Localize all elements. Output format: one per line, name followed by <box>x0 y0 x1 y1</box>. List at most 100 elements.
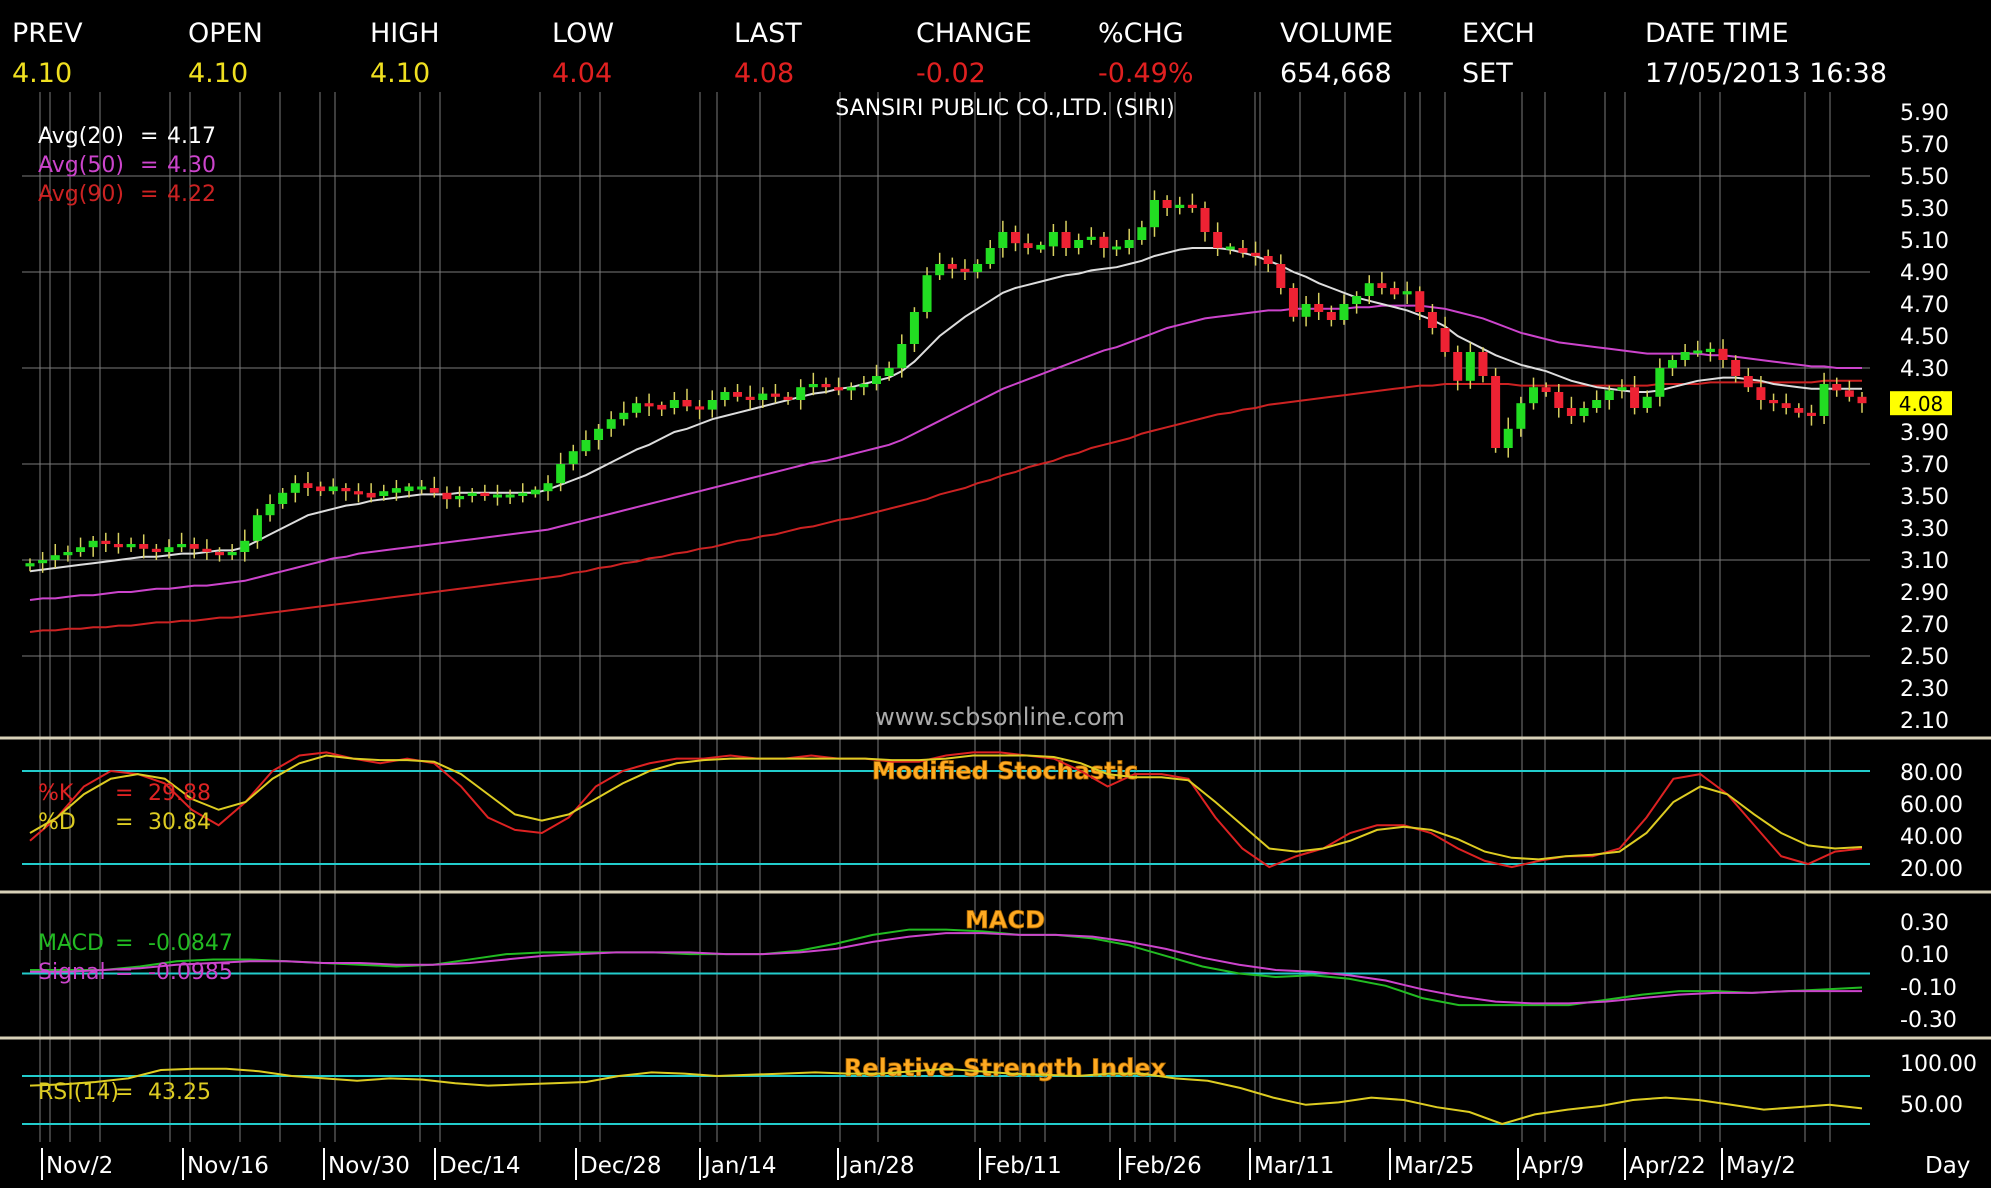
price-y-tick: 3.30 <box>1900 517 1949 542</box>
candle-down <box>947 264 957 269</box>
header-value-prev: 4.10 <box>12 58 73 89</box>
legend-eq: = <box>140 153 158 178</box>
candle-up <box>417 486 427 490</box>
price-chart-title: SANSIRI PUBLIC CO.,LTD. (SIRI) <box>835 96 1174 121</box>
candle-up <box>1124 240 1134 248</box>
x-tick-label: Mar/11 <box>1254 1153 1334 1179</box>
candle-up <box>1503 428 1513 448</box>
candle-up <box>619 412 629 420</box>
legend-label: Avg(50) <box>38 153 124 178</box>
candle-up <box>1655 368 1665 397</box>
indicator-y-tick: -0.10 <box>1900 976 1957 1001</box>
candle-down <box>1213 232 1223 248</box>
candle-up <box>290 483 300 493</box>
legend-value: 29.88 <box>148 781 211 806</box>
candle-down <box>1806 412 1816 416</box>
candle-up <box>1705 348 1715 352</box>
candle-up <box>1680 352 1690 360</box>
candle-down <box>1718 348 1728 360</box>
x-tick-label: Dec/14 <box>439 1153 521 1179</box>
x-tick-label: Nov/16 <box>187 1153 269 1179</box>
candle-down <box>303 483 313 488</box>
x-tick-label: Nov/2 <box>46 1153 113 1179</box>
candle-up <box>707 400 717 410</box>
candle-up <box>252 515 262 541</box>
x-tick-label: Feb/26 <box>1124 1153 1202 1179</box>
x-tick-label: Jan/28 <box>840 1153 914 1179</box>
candle-down <box>1844 390 1854 397</box>
candle-down <box>682 400 692 407</box>
legend-value: 4.22 <box>167 182 216 207</box>
candle-down <box>189 544 199 549</box>
candle-up <box>872 376 882 384</box>
candle-down <box>215 552 225 556</box>
candle-up <box>177 544 187 548</box>
last-price-badge <box>1890 391 1952 416</box>
candle-up <box>1529 387 1539 404</box>
header-label-open: OPEN <box>188 18 263 49</box>
indicator-y-tick: 50.00 <box>1900 1093 1963 1118</box>
candle-up <box>1339 304 1349 320</box>
candle-up <box>568 451 578 464</box>
candle-up <box>935 264 945 276</box>
x-tick-label: Nov/30 <box>328 1153 410 1179</box>
candle-up <box>909 312 919 344</box>
candle-up <box>796 387 806 400</box>
series-line-signal <box>30 932 1862 1005</box>
price-y-tick: 5.30 <box>1900 197 1949 222</box>
candle-up <box>63 552 73 556</box>
x-tick-label: May/2 <box>1726 1153 1796 1179</box>
candle-up <box>1137 227 1147 240</box>
price-y-tick: 4.30 <box>1900 357 1949 382</box>
x-tick-label: Jan/14 <box>702 1153 776 1179</box>
x-tick-label: Mar/25 <box>1394 1153 1474 1179</box>
candle-down <box>202 548 212 552</box>
candle-down <box>139 544 149 549</box>
candle-up <box>543 483 553 492</box>
price-y-tick: 2.30 <box>1900 677 1949 702</box>
candle-up <box>1667 360 1677 368</box>
candle-up <box>505 494 515 498</box>
indicator-y-tick: 40.00 <box>1900 825 1963 850</box>
header-label-volume: VOLUME <box>1280 18 1394 49</box>
candle-down <box>1630 387 1640 408</box>
candle-up <box>758 393 768 400</box>
candle-down <box>1162 200 1172 208</box>
candle-up <box>76 547 86 552</box>
indicator-y-tick: 60.00 <box>1900 793 1963 818</box>
candle-up <box>1225 246 1235 250</box>
candle-up <box>1301 304 1311 317</box>
candle-down <box>316 486 326 492</box>
candle-up <box>38 560 48 564</box>
candle-up <box>88 540 98 548</box>
candle-down <box>1756 387 1766 400</box>
candle-up <box>594 428 604 440</box>
header-label-high: HIGH <box>370 18 440 49</box>
candle-down <box>1440 328 1450 352</box>
indicator-y-tick: 0.30 <box>1900 911 1949 936</box>
price-y-tick: 5.50 <box>1900 165 1949 190</box>
candle-up <box>164 547 174 552</box>
candle-down <box>1023 243 1033 248</box>
candle-up <box>1086 236 1096 240</box>
candle-up <box>492 494 502 498</box>
candle-down <box>1288 288 1298 317</box>
legend-eq: = <box>115 810 133 835</box>
candlesticks <box>25 190 1867 573</box>
price-y-tick: 3.10 <box>1900 549 1949 574</box>
candle-down <box>745 396 755 400</box>
candle-up <box>379 491 389 496</box>
candle-down <box>1251 252 1261 256</box>
indicator-y-tick: 20.00 <box>1900 857 1963 882</box>
candle-up <box>1074 240 1084 248</box>
price-y-tick: 2.10 <box>1900 709 1949 734</box>
x-tick-label: Feb/11 <box>984 1153 1062 1179</box>
legend-value: 4.17 <box>167 124 216 149</box>
candle-up <box>50 555 60 560</box>
price-y-tick: 2.70 <box>1900 613 1949 638</box>
candle-up <box>808 384 818 388</box>
candle-down <box>442 492 452 500</box>
indicator-title: Relative Strength Index <box>844 1054 1167 1082</box>
candle-up <box>25 563 35 567</box>
